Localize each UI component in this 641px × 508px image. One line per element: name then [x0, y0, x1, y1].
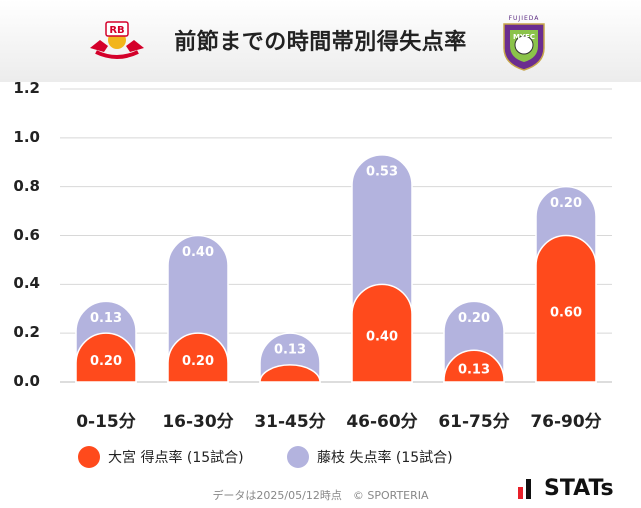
- x-tick-label: 61-75分: [438, 412, 510, 432]
- data-labels: 0.20 0.13 0.20 0.40 0.13 0.40 0.53 0.13 0.20 0.60…: [90, 164, 582, 377]
- data-label-home: 0.20: [182, 354, 214, 369]
- data-label-home: 0.60: [550, 305, 582, 320]
- footer-note: データは2025/05/12時点 © SPORTERIA: [212, 489, 429, 502]
- legend: 大宮 得点率 (15試合) 藤枝 失点率 (15試合): [0, 446, 641, 476]
- fujieda-logo-text: FUJIEDA: [509, 15, 540, 22]
- bar-home: [535, 234, 597, 383]
- myfc-badge-text: MYFC: [513, 33, 535, 41]
- rb-omiya-logo-icon: RB: [90, 21, 144, 59]
- header: RB 前節までの時間帯別得失点率 FUJIEDA MYFC: [0, 0, 641, 82]
- y-tick-label: 0.0: [13, 372, 40, 390]
- y-tick-label: 1.0: [13, 127, 40, 146]
- data-label-home: 0.20: [90, 354, 122, 369]
- bar-home: [259, 364, 321, 383]
- legend-item-away: 藤枝 失点率 (15試合): [287, 446, 453, 468]
- bar-home: [167, 332, 229, 383]
- y-tick-label: 0.6: [13, 225, 40, 244]
- y-tick-label: 0.4: [13, 274, 40, 293]
- stats-brand-text: STATs: [544, 476, 614, 501]
- bar-home: [75, 332, 137, 383]
- legend-item-home: 大宮 得点率 (15試合): [78, 446, 244, 468]
- data-label-away: 0.13: [90, 311, 122, 326]
- x-tick-label: 0-15分: [76, 412, 136, 432]
- chart: 0.20 0.13 0.20 0.40 0.13 0.40 0.53 0.13 0.20 0.60…: [60, 88, 612, 383]
- legend-swatch-away: [287, 446, 309, 468]
- data-label-away: 0.20: [458, 311, 490, 326]
- data-label-away: 0.13: [274, 343, 306, 358]
- rb-logo-text: RB: [109, 25, 124, 36]
- page-title: 前節までの時間帯別得失点率: [174, 30, 467, 55]
- x-tick-label: 46-60分: [346, 412, 418, 432]
- gridlines: [60, 88, 612, 383]
- fujieda-myfc-logo-icon: FUJIEDA MYFC: [503, 15, 545, 71]
- y-tick-label: 0.2: [13, 323, 40, 342]
- stats-logo-icon: [518, 478, 531, 499]
- data-label-home: 0.40: [366, 330, 398, 345]
- legend-label-away: 藤枝 失点率 (15試合): [317, 450, 453, 466]
- legend-swatch-home: [78, 446, 100, 468]
- stats-brand: STATs: [518, 476, 614, 501]
- y-tick-label: 0.8: [13, 176, 40, 195]
- x-tick-label: 16-30分: [162, 412, 234, 432]
- y-tick-label: 1.2: [13, 79, 40, 97]
- data-label-away: 0.53: [366, 164, 398, 179]
- x-tick-label: 76-90分: [530, 412, 602, 432]
- x-tick-label: 31-45分: [254, 412, 326, 432]
- legend-label-home: 大宮 得点率 (15試合): [108, 450, 244, 466]
- bars: [75, 154, 597, 383]
- bar-home: [443, 349, 505, 383]
- bar-home: [351, 283, 413, 383]
- data-label-home: 0.13: [458, 363, 490, 378]
- data-label-away: 0.40: [182, 245, 214, 260]
- data-label-away: 0.20: [550, 196, 582, 211]
